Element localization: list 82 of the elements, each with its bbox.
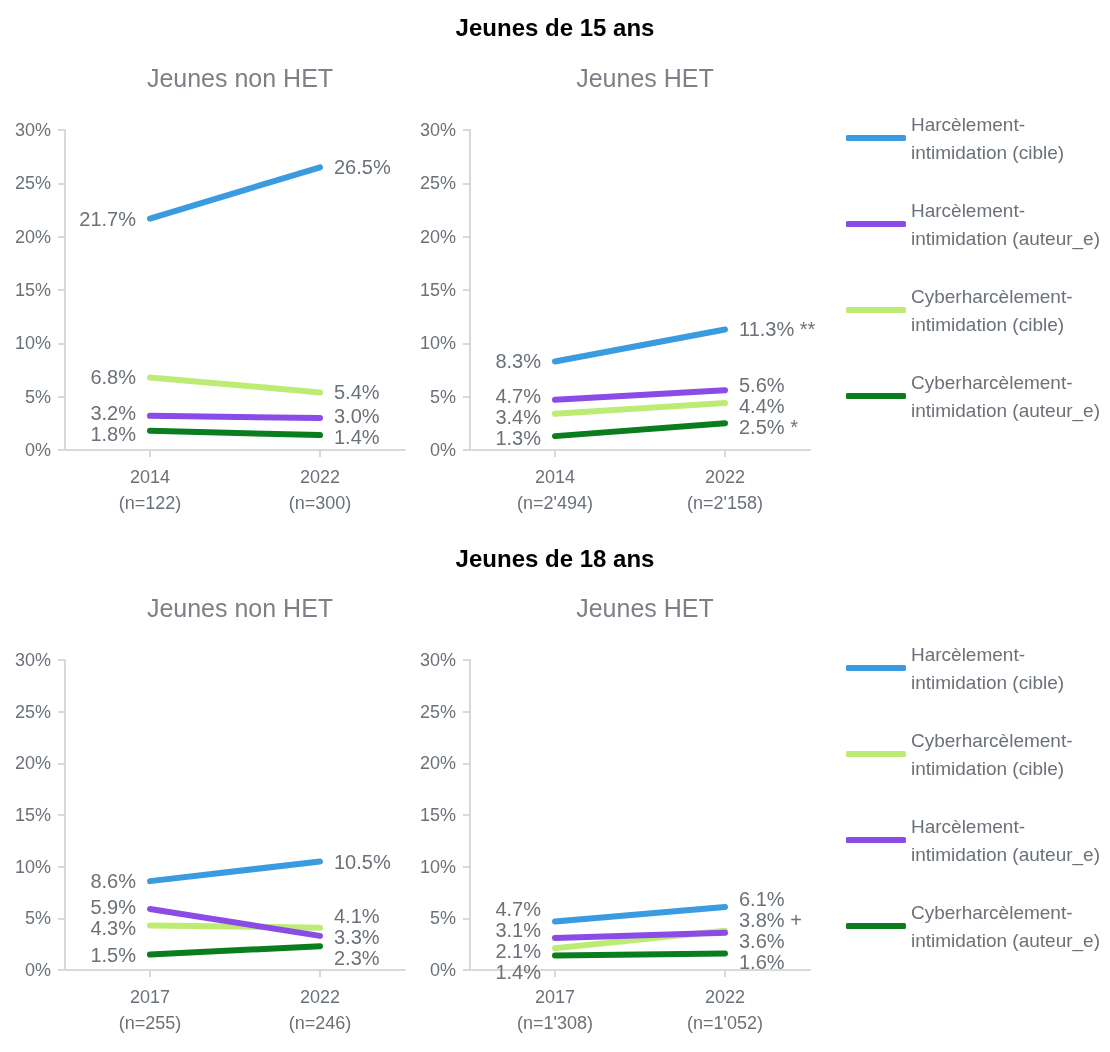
data-label: 5.4% xyxy=(334,381,380,404)
data-label: 4.7% xyxy=(495,384,542,407)
chart-title: Jeunes non HET xyxy=(146,63,334,92)
x-tick-label: 2022 (n=246) xyxy=(288,987,352,1033)
legend-label: Cyberharcèlement-intimidation (auteur_e) xyxy=(910,371,1100,422)
y-tick-label: 25% xyxy=(419,701,456,722)
y-tick-label: 25% xyxy=(14,701,51,722)
legend-label: Cyberharcèlement-intimidation (cible) xyxy=(910,729,1073,779)
data-label: 3.1% xyxy=(495,919,542,942)
y-tick-label: 10% xyxy=(14,333,51,354)
data-label: 2.5% * xyxy=(739,415,799,438)
data-label: 2.3% xyxy=(334,946,380,969)
y-tick-label: 15% xyxy=(419,280,456,300)
y-tick-label: 20% xyxy=(419,753,456,774)
data-label: 5.9% xyxy=(90,895,137,918)
data-label: 3.4% xyxy=(495,405,542,428)
chart-title: Jeunes HET xyxy=(576,593,714,622)
text: Jeunes de 18 ans xyxy=(454,545,656,573)
legend-label: Harcèlement-intimidation (auteur_e) xyxy=(910,199,1100,250)
data-label: 11.3% ** xyxy=(739,318,816,341)
y-tick-label: 15% xyxy=(419,805,456,825)
data-label: 8.3% xyxy=(495,350,542,373)
legend-label: Cyberharcèlement-intimidation (auteur_e) xyxy=(910,901,1100,952)
y-tick-label: 25% xyxy=(14,173,51,194)
data-label: 6.1% xyxy=(739,888,785,911)
data-label: 4.4% xyxy=(739,394,785,417)
data-label: 1.8% xyxy=(90,422,137,445)
data-label: 6.8% xyxy=(90,366,137,389)
data-label: 10.5% xyxy=(334,850,391,873)
data-label: 1.4% xyxy=(334,426,380,449)
y-tick-label: 20% xyxy=(419,226,456,247)
data-label: 1.5% xyxy=(90,943,137,966)
y-tick-label: 10% xyxy=(419,333,456,354)
y-tick-label: 30% xyxy=(419,120,456,140)
legend-label: Cyberharcèlement-intimidation (cible) xyxy=(910,285,1073,335)
legend-label: Harcèlement-intimidation (cible) xyxy=(910,113,1065,163)
data-label: 2.1% xyxy=(495,940,542,963)
y-tick-label: 5% xyxy=(429,386,456,407)
chart-title: Jeunes HET xyxy=(576,63,714,92)
y-tick-label: 30% xyxy=(14,650,51,670)
y-tick-label: 25% xyxy=(419,173,456,194)
data-label: 26.5% xyxy=(334,156,391,179)
y-tick-label: 15% xyxy=(14,805,51,825)
data-label: 1.3% xyxy=(495,426,542,449)
legend-label: Harcèlement-intimidation (auteur_e) xyxy=(910,815,1100,866)
y-tick-label: 20% xyxy=(14,753,51,774)
x-tick-label: 2017 (n=255) xyxy=(118,987,182,1033)
y-tick-label: 5% xyxy=(24,386,51,407)
y-tick-label: 0% xyxy=(429,960,456,980)
data-label: 1.4% xyxy=(495,961,542,984)
x-tick-label: 2022 (n=300) xyxy=(288,467,352,513)
y-tick-label: 5% xyxy=(24,908,51,929)
data-label: 5.6% xyxy=(739,373,785,396)
data-label: 3.6% xyxy=(739,930,785,953)
y-tick-label: 0% xyxy=(429,440,456,460)
data-label: 21.7% xyxy=(79,207,137,230)
x-tick-label: 2022 (n=1'052) xyxy=(687,987,763,1033)
y-tick-label: 0% xyxy=(24,440,51,460)
y-tick-label: 15% xyxy=(14,280,51,300)
x-tick-label: 2014 (n=122) xyxy=(118,467,182,513)
data-label: 3.2% xyxy=(90,401,137,424)
data-label: 3.3% xyxy=(334,925,380,948)
y-tick-label: 30% xyxy=(14,120,51,140)
data-label: 1.6% xyxy=(739,951,785,974)
data-label: 3.0% xyxy=(334,405,380,428)
data-label: 8.6% xyxy=(90,870,137,893)
y-tick-label: 30% xyxy=(419,650,456,670)
y-tick-label: 20% xyxy=(14,226,51,247)
x-tick-label: 2017 (n=1'308) xyxy=(517,987,593,1033)
text: Jeunes de 15 ans xyxy=(454,14,656,42)
x-tick-label: 2022 (n=2'158) xyxy=(687,467,763,513)
y-tick-label: 5% xyxy=(429,908,456,929)
chart-title: Jeunes non HET xyxy=(146,593,334,622)
legend-label: Harcèlement-intimidation (cible) xyxy=(910,643,1065,693)
y-tick-label: 10% xyxy=(14,856,51,877)
data-label: 4.3% xyxy=(90,916,137,939)
data-label: 4.7% xyxy=(495,898,542,921)
y-tick-label: 0% xyxy=(24,960,51,980)
data-label: 4.1% xyxy=(334,904,380,927)
x-tick-label: 2014 (n=2'494) xyxy=(517,467,593,513)
data-label: 3.8% + xyxy=(739,909,802,932)
y-tick-label: 10% xyxy=(419,856,456,877)
